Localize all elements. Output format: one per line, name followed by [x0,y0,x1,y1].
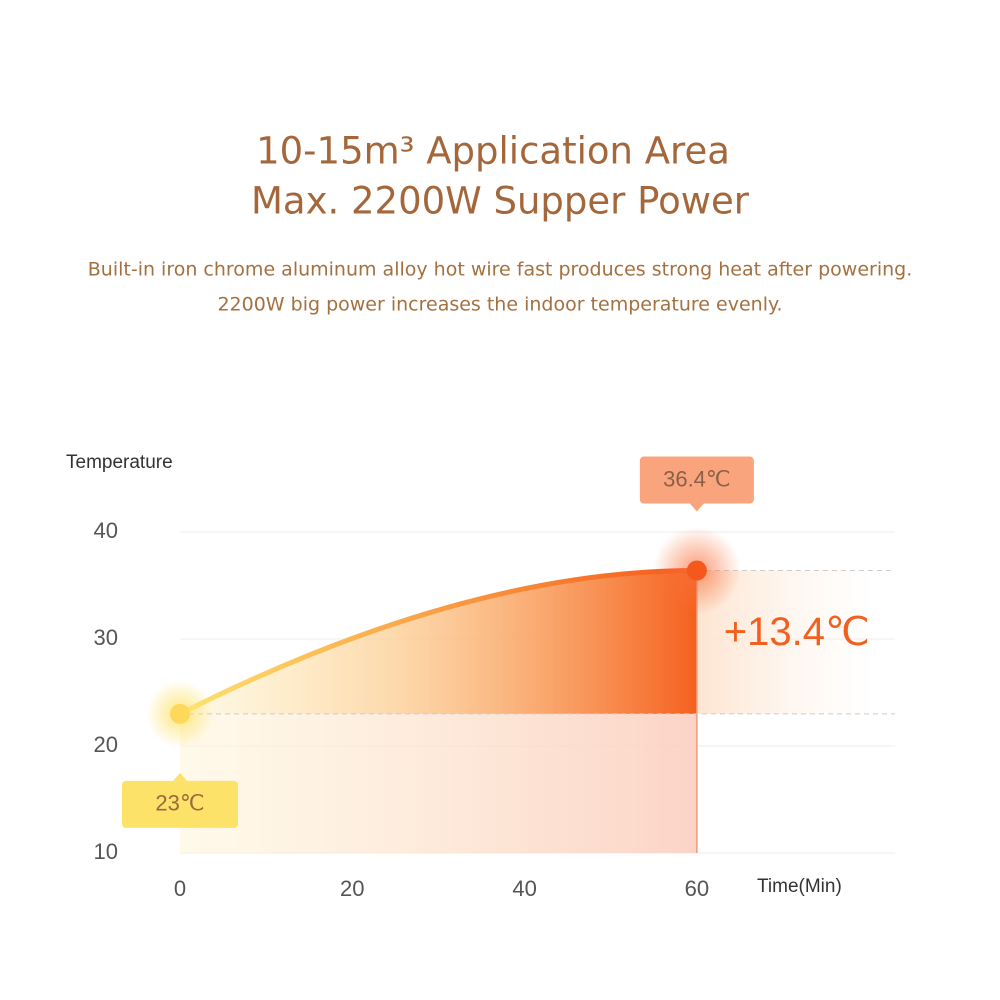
description: Built-in iron chrome aluminum alloy hot … [88,259,913,281]
title: 10-15m³ Application Area [256,130,730,173]
value-label: 23℃ [155,791,204,816]
value-label: 36.4℃ [663,466,731,491]
line [177,568,700,717]
point [170,703,190,724]
y-tick-label: 30 [94,625,118,650]
callout [122,780,238,828]
y-axis-label: Temperature [66,452,173,473]
callout-pointer [689,503,704,512]
title: Max. 2200W Supper Power [251,180,750,223]
y-tick-label: 40 [94,518,118,543]
annotation: +13.4℃ [724,610,870,654]
x-tick-label: 40 [512,876,536,901]
y-tick-label: 20 [94,732,118,757]
callout [639,456,754,504]
point [686,560,707,581]
callout-pointer [173,772,187,781]
x-tick-label: 60 [685,876,709,901]
y-tick-label: 10 [94,839,118,864]
rise-area [180,570,697,714]
x-axis-label: Time(Min) [757,876,842,897]
x-tick-label: 20 [340,876,364,901]
description: 2200W big power increases the indoor tem… [217,294,782,316]
x-tick-label: 0 [174,876,186,901]
